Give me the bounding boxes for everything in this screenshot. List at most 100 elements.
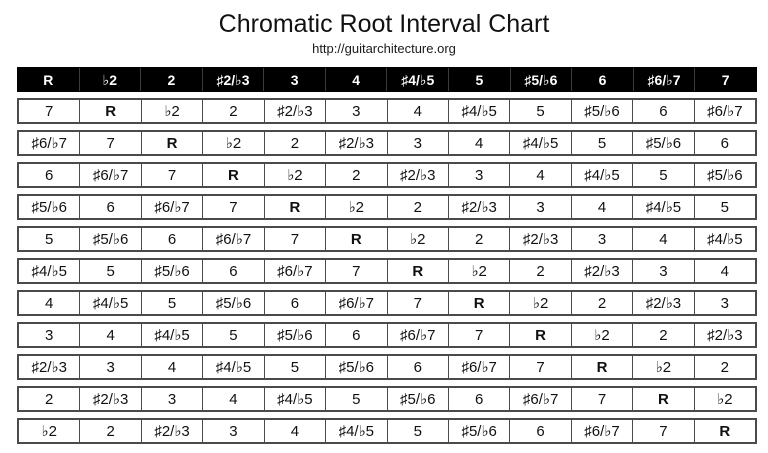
interval-cell: R (203, 164, 265, 186)
interval-cell: 6 (326, 324, 388, 346)
interval-cell: R (80, 100, 142, 122)
interval-cell: ♯2/♭3 (449, 196, 511, 218)
interval-cell: ♯6/♭7 (388, 324, 449, 346)
interval-cell: 7 (510, 356, 572, 378)
interval-cell: ♯2/♭3 (633, 292, 695, 314)
interval-cell: ♯4/♭5 (707, 230, 743, 248)
interval-cell: 4 (142, 356, 204, 378)
interval-cell: ♯4/♭5 (203, 356, 265, 378)
interval-cell: ♯5/♭6 (80, 228, 142, 250)
interval-cell: 7 (388, 292, 449, 314)
interval-cell: ♯5/♭6 (707, 166, 743, 184)
interval-cell: 6 (633, 100, 695, 122)
interval-cell: 2 (388, 196, 449, 218)
interval-cell: ♯2/♭3 (265, 100, 327, 122)
interval-cell: ♯6/♭7 (203, 228, 265, 250)
interval-cell: 3 (203, 420, 265, 442)
header-cell: 7 (721, 71, 730, 88)
interval-cell: 7 (633, 420, 695, 442)
interval-cell: ♭2 (203, 132, 265, 154)
header-cell: ♯4/♭5 (387, 68, 450, 91)
rows-container: 7 R ♭2 2 ♯2/♭3 3 4 ♯4/♭5 5 ♯5/♭6 6 ♯6/♭7 ♯6/♭7 7 R ♭2 2 ♯… (17, 98, 757, 444)
header-cell: 4 (326, 68, 388, 91)
interval-cell: 2 (720, 358, 730, 376)
interval-cell: 4 (265, 420, 327, 442)
interval-cell: ♭2 (19, 420, 81, 442)
interval-cell: ♯2/♭3 (80, 388, 142, 410)
interval-cell: R (510, 324, 572, 346)
interval-cell: R (388, 260, 449, 282)
interval-cell: R (265, 196, 327, 218)
interval-cell: 7 (449, 324, 511, 346)
interval-cell: R (326, 228, 388, 250)
interval-cell: ♯2/♭3 (572, 260, 634, 282)
page-subtitle: http://guitarchitecture.org (312, 41, 456, 56)
interval-cell: ♯4/♭5 (80, 292, 142, 314)
interval-cell: 2 (203, 100, 265, 122)
interval-cell: ♭2 (633, 356, 695, 378)
interval-cell: ♯4/♭5 (326, 420, 388, 442)
interval-cell: ♯6/♭7 (572, 420, 634, 442)
interval-cell: ♯6/♭7 (449, 356, 511, 378)
header-cell: ♭2 (80, 68, 142, 91)
interval-cell: ♯5/♭6 (633, 132, 695, 154)
interval-cell: 4 (572, 196, 634, 218)
interval-cell: 7 (19, 100, 81, 122)
interval-cell: R (719, 422, 731, 440)
interval-cell: ♭2 (265, 164, 327, 186)
interval-cell: 5 (80, 260, 142, 282)
table-row: ♯6/♭7 7 R ♭2 2 ♯2/♭3 3 4 ♯4/♭5 5 ♯5/♭6 6 (17, 130, 757, 156)
interval-cell: R (449, 292, 511, 314)
interval-cell: 5 (326, 388, 388, 410)
interval-cell: ♭2 (449, 260, 511, 282)
interval-cell: 3 (142, 388, 204, 410)
interval-cell: 2 (19, 388, 81, 410)
interval-cell: 4 (633, 228, 695, 250)
interval-cell: ♯5/♭6 (265, 324, 327, 346)
interval-cell: ♯6/♭7 (19, 132, 81, 154)
header-cell: 6 (572, 68, 634, 91)
interval-cell: 5 (633, 164, 695, 186)
interval-cell: 7 (572, 388, 634, 410)
interval-cell: 6 (19, 164, 81, 186)
interval-cell: R (633, 388, 695, 410)
interval-cell: ♭2 (510, 292, 572, 314)
interval-cell: 6 (449, 388, 511, 410)
interval-cell: 3 (19, 324, 81, 346)
interval-cell: 6 (510, 420, 572, 442)
header-cell: 3 (264, 68, 326, 91)
interval-cell: ♯5/♭6 (326, 356, 388, 378)
interval-cell: 2 (265, 132, 327, 154)
interval-cell: 5 (510, 100, 572, 122)
interval-cell: ♭2 (326, 196, 388, 218)
interval-cell: 3 (720, 294, 730, 312)
interval-cell: 6 (80, 196, 142, 218)
interval-cell: ♯6/♭7 (707, 102, 743, 120)
interval-cell: 4 (510, 164, 572, 186)
interval-cell: 5 (142, 292, 204, 314)
interval-cell: ♯2/♭3 (388, 164, 449, 186)
interval-cell: ♭2 (717, 390, 733, 408)
interval-cell: 3 (449, 164, 511, 186)
interval-cell: ♯5/♭6 (203, 292, 265, 314)
interval-cell: ♯4/♭5 (572, 164, 634, 186)
interval-cell: 5 (388, 420, 449, 442)
interval-cell: 7 (203, 196, 265, 218)
interval-cell: ♯5/♭6 (572, 100, 634, 122)
interval-cell: 5 (203, 324, 265, 346)
interval-cell: ♯2/♭3 (19, 356, 81, 378)
interval-cell: 4 (720, 262, 730, 280)
interval-cell: 6 (203, 260, 265, 282)
table-row: 2 ♯2/♭3 3 4 ♯4/♭5 5 ♯5/♭6 6 ♯6/♭7 7 R ♭2 (17, 386, 757, 412)
interval-cell: 3 (80, 356, 142, 378)
header-cell: ♯5/♭6 (511, 68, 573, 91)
interval-cell: 3 (510, 196, 572, 218)
interval-cell: ♯2/♭3 (510, 228, 572, 250)
interval-cell: 2 (510, 260, 572, 282)
table-row: 4 ♯4/♭5 5 ♯5/♭6 6 ♯6/♭7 7 R ♭2 2 ♯2/♭3 3 (17, 290, 757, 316)
interval-cell: ♯6/♭7 (142, 196, 204, 218)
interval-cell: ♯4/♭5 (449, 100, 511, 122)
interval-cell: 3 (388, 132, 449, 154)
interval-cell: ♯4/♭5 (19, 260, 81, 282)
